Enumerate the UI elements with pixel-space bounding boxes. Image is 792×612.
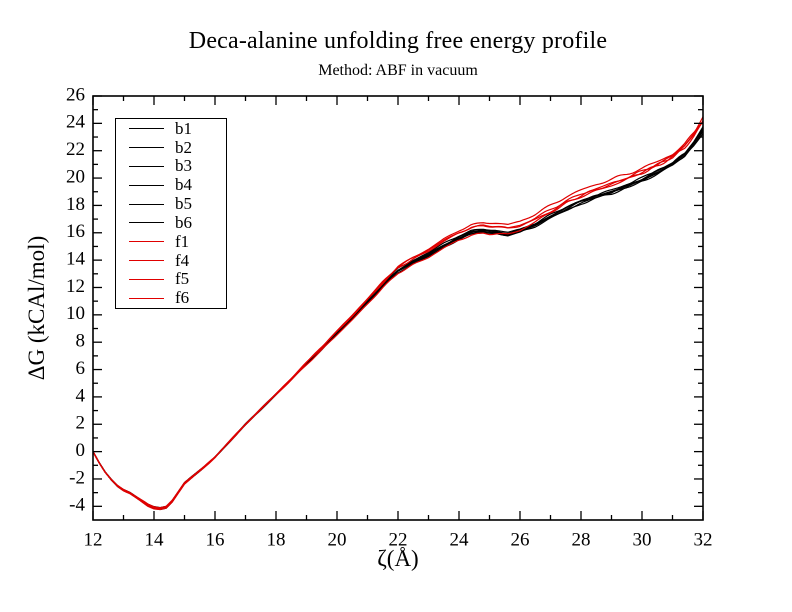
legend-line-sample — [129, 222, 164, 224]
legend-item-label: b2 — [175, 137, 192, 157]
y-tick-label: 10 — [66, 303, 85, 324]
legend-line-sample — [129, 147, 164, 149]
legend-item-label: b3 — [175, 156, 192, 176]
legend-line-sample — [129, 128, 164, 130]
y-tick-label: 2 — [76, 413, 86, 434]
x-tick-label: 30 — [633, 529, 652, 550]
y-tick-label: 16 — [66, 221, 85, 242]
y-tick-label: 26 — [66, 84, 85, 105]
y-tick-label: 0 — [76, 440, 86, 461]
legend-item-b5: b5 — [116, 195, 226, 213]
legend-item-b2: b2 — [116, 137, 226, 157]
x-tick-label: 20 — [328, 529, 347, 550]
x-tick-label: 24 — [450, 529, 470, 550]
legend-item-label: b5 — [175, 194, 192, 214]
y-tick-label: 20 — [66, 166, 85, 187]
legend-item-f1: f1 — [116, 231, 226, 251]
x-tick-label: 26 — [511, 529, 530, 550]
legend-item-label: b1 — [175, 118, 192, 138]
x-tick-label: 18 — [267, 529, 286, 550]
legend-item-label: f1 — [175, 231, 190, 251]
chart-subtitle: Method: ABF in vacuum — [318, 62, 478, 79]
legend-line-sample — [129, 203, 164, 205]
legend-line-sample — [129, 241, 164, 243]
legend-item-label: b6 — [175, 212, 192, 232]
chart-title: Deca-alanine unfolding free energy profi… — [188, 28, 608, 54]
legend-item-f4: f4 — [116, 250, 226, 270]
legend-line-sample — [129, 260, 164, 261]
y-tick-label: -2 — [69, 467, 85, 488]
legend-item-label: f4 — [175, 250, 190, 270]
legend-item-b3: b3 — [116, 157, 226, 175]
legend-item-label: b4 — [175, 175, 192, 195]
legend-line-sample — [129, 297, 164, 299]
legend-item-label: f5 — [175, 269, 190, 289]
y-tick-label: 12 — [66, 276, 85, 297]
legend-line-sample — [129, 278, 164, 280]
legend-item-f6: f6 — [116, 289, 226, 307]
y-tick-label: 4 — [76, 385, 86, 406]
curve-f6 — [93, 120, 703, 511]
x-tick-label: 14 — [145, 529, 165, 550]
legend-item-b6: b6 — [116, 212, 226, 232]
y-tick-label: 8 — [76, 331, 86, 352]
legend-item-label: f6 — [175, 288, 190, 308]
x-tick-label: 12 — [84, 529, 103, 550]
y-tick-label: 6 — [76, 358, 86, 379]
y-tick-label: 18 — [66, 194, 85, 215]
y-tick-label: 24 — [66, 112, 86, 133]
legend-item-f5: f5 — [116, 270, 226, 288]
legend-line-sample — [129, 165, 164, 167]
legend-item-b4: b4 — [116, 176, 226, 194]
x-tick-label: 28 — [572, 529, 591, 550]
x-tick-label: 16 — [206, 529, 225, 550]
y-tick-label: -4 — [69, 495, 85, 516]
x-axis-label: ζ(Å) — [377, 546, 419, 571]
x-tick-label: 22 — [389, 529, 408, 550]
x-tick-label: 32 — [694, 529, 713, 550]
legend-line-sample — [129, 184, 164, 186]
y-tick-label: 14 — [66, 248, 86, 269]
legend-item-b1: b1 — [116, 118, 226, 138]
y-tick-label: 22 — [66, 139, 85, 160]
y-axis-label: ΔG (kCAl/mol) — [24, 235, 49, 381]
legend-box: b1 b2 b3 b4 b5 b6 f1 f4 f5 f6 — [115, 118, 227, 309]
